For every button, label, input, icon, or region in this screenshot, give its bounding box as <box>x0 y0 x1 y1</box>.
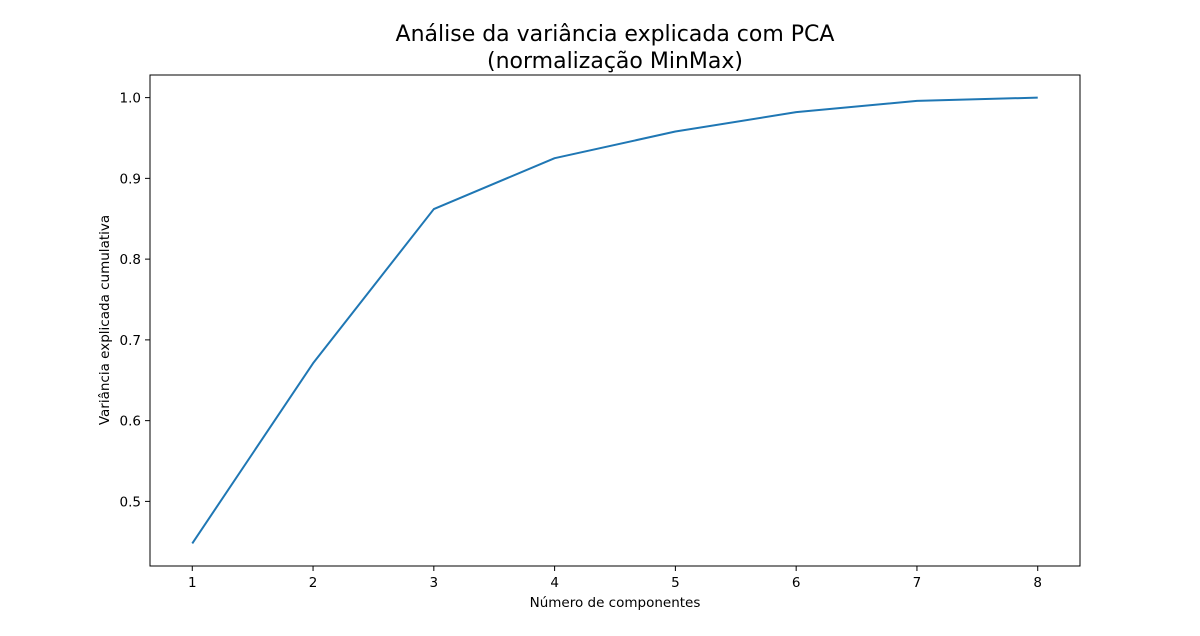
y-tick-label: 0.6 <box>120 414 141 430</box>
chart-subtitle: (normalização MinMax) <box>487 49 743 74</box>
plot-area-frame <box>149 74 1081 567</box>
y-tick-label: 0.5 <box>120 494 141 510</box>
y-tick-label: 1.0 <box>120 91 141 107</box>
y-axis: 0.5 0.6 0.7 0.8 0.9 1.0 <box>120 91 150 510</box>
x-tick-label: 7 <box>913 575 922 591</box>
series-line <box>191 96 1038 544</box>
chart-title: Análise da variância explicada com PCA <box>396 22 835 47</box>
x-tick-label: 1 <box>188 575 197 591</box>
x-tick-label: 5 <box>671 575 680 591</box>
x-tick-label: 4 <box>550 575 559 591</box>
x-tick-label: 6 <box>792 575 801 591</box>
x-axis: 1 2 3 4 5 6 7 8 <box>188 566 1042 591</box>
y-tick-label: 0.7 <box>120 333 141 349</box>
y-tick-label: 0.8 <box>120 252 141 268</box>
y-tick-label: 0.9 <box>120 171 141 187</box>
x-tick-label: 3 <box>430 575 439 591</box>
y-axis-label: Variância explicada cumulativa <box>97 215 113 425</box>
x-axis-label: Número de componentes <box>530 595 701 611</box>
series-layer <box>191 96 1038 544</box>
x-tick-label: 2 <box>309 575 318 591</box>
x-tick-label: 8 <box>1033 575 1042 591</box>
